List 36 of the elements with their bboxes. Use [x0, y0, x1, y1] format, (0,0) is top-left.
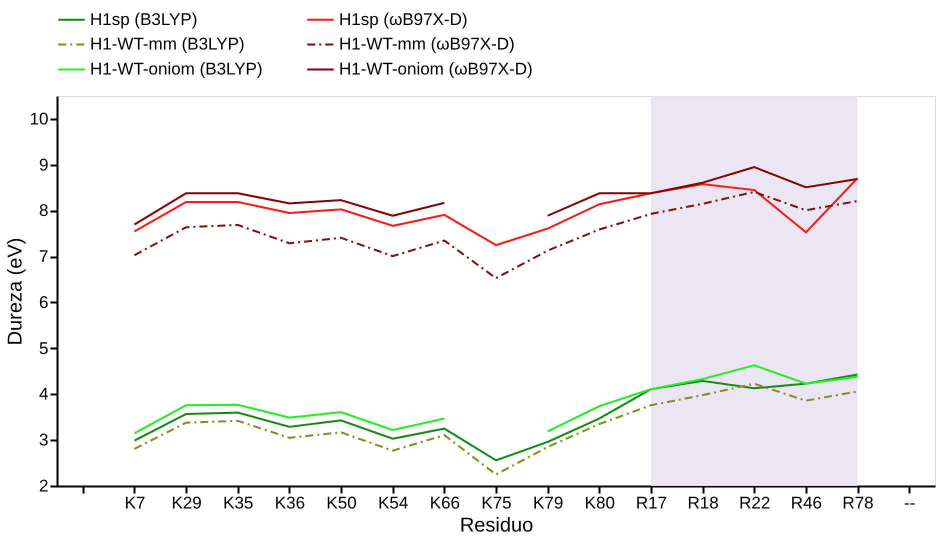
legend-label: H1-WT-oniom (ωB97X-D)	[339, 60, 533, 78]
x-tick-label: K66	[430, 494, 460, 512]
line-series	[133, 190, 859, 280]
y-tick-label: 10	[30, 109, 48, 128]
x-tick-label: K75	[481, 494, 512, 512]
x-tick-label: K50	[326, 494, 357, 512]
x-axis-title: Residuo	[460, 514, 534, 536]
line-series	[133, 374, 859, 462]
legend-label: H1-WT-oniom (B3LYP)	[90, 60, 263, 78]
y-tick-label: 4	[39, 384, 48, 404]
y-tick-label: 8	[39, 201, 48, 220]
y-tick-label: 5	[39, 338, 48, 358]
y-tick-label: 9	[39, 155, 48, 174]
x-tick-label: K29	[171, 494, 202, 512]
x-tick-label: K79	[533, 494, 564, 512]
y-tick-label: 2	[39, 476, 48, 496]
legend-label: H1sp (B3LYP)	[90, 10, 198, 29]
x-tick-label: K35	[223, 494, 254, 512]
x-tick-label: K7	[124, 494, 146, 512]
y-tick-label: 6	[39, 292, 48, 312]
legend-label: H1-WT-mm (B3LYP)	[90, 34, 245, 54]
line-series	[133, 177, 859, 246]
y-tick-label: 3	[39, 430, 48, 450]
y-axis-title: Dureza (eV)	[4, 238, 27, 346]
y-tick-label: 7	[39, 247, 48, 266]
x-tick-label: R46	[790, 494, 822, 512]
x-tick-label: R17	[636, 494, 668, 512]
x-tick-label: R18	[687, 494, 719, 512]
legend-label: H1sp (ωB97X-D)	[339, 10, 468, 29]
legend-label: H1-WT-mm (ωB97X-D)	[339, 34, 515, 54]
x-tick-label: R22	[739, 494, 770, 512]
x-tick-label: K36	[274, 494, 306, 512]
x-tick-label: K54	[378, 494, 408, 512]
x-tick-label: R78	[842, 494, 874, 512]
x-tick-label: K80	[584, 494, 615, 512]
x-tick-label: --	[904, 494, 916, 512]
